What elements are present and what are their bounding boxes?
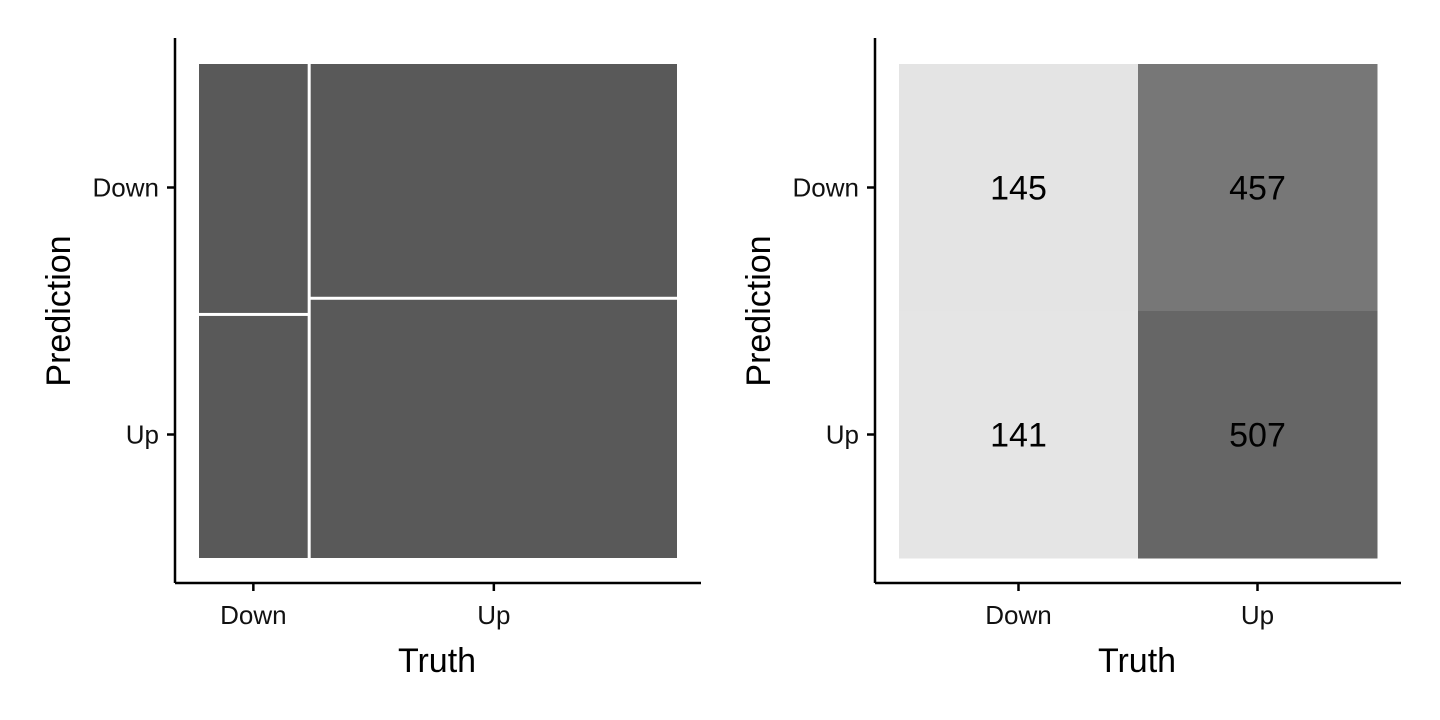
heatmap-cells: 145 141 457 507	[899, 64, 1378, 559]
heatmap-x-tick-label-down: Down	[985, 600, 1051, 630]
mosaic-cell-up-up	[310, 299, 677, 558]
mosaic-ticks: Down Up Down Up	[93, 173, 511, 631]
heatmap-cell-label-down-down: 145	[990, 170, 1047, 208]
heatmap-x-axis-title: Truth	[1098, 642, 1176, 680]
heatmap-cell-label-up-down: 457	[1229, 170, 1286, 208]
mosaic-x-tick-label-down: Down	[220, 600, 286, 630]
heatmap-y-axis-title: Prediction	[740, 235, 778, 386]
mosaic-cell-up-down	[310, 64, 677, 297]
mosaic-panel: Down Up Down Up Truth Prediction	[40, 38, 701, 680]
mosaic-x-tick-label-up: Up	[477, 600, 510, 630]
mosaic-y-tick-label-down: Down	[93, 173, 159, 203]
mosaic-y-axis-title: Prediction	[40, 235, 78, 386]
mosaic-cell-down-down	[199, 64, 308, 313]
heatmap-cell-up-down	[1138, 64, 1378, 312]
heatmap-panel: 145 141 457 507 Down Up Down Up Truth Predicti…	[740, 38, 1401, 680]
heatmap-cell-down-up	[899, 311, 1139, 559]
heatmap-y-tick-label-down: Down	[793, 173, 859, 203]
mosaic-cell-down-up	[199, 315, 308, 558]
heatmap-cell-label-up-up: 507	[1229, 417, 1286, 455]
heatmap-cell-label-down-up: 141	[990, 417, 1047, 455]
heatmap-ticks: Down Up Down Up	[793, 173, 1275, 631]
mosaic-y-tick-label-up: Up	[126, 420, 159, 450]
heatmap-x-tick-label-up: Up	[1241, 600, 1274, 630]
heatmap-y-tick-label-up: Up	[826, 420, 859, 450]
mosaic-cells	[199, 64, 677, 558]
mosaic-x-axis-title: Truth	[398, 642, 476, 680]
heatmap-cell-up-up	[1138, 311, 1378, 559]
heatmap-cell-down-down	[899, 64, 1139, 312]
